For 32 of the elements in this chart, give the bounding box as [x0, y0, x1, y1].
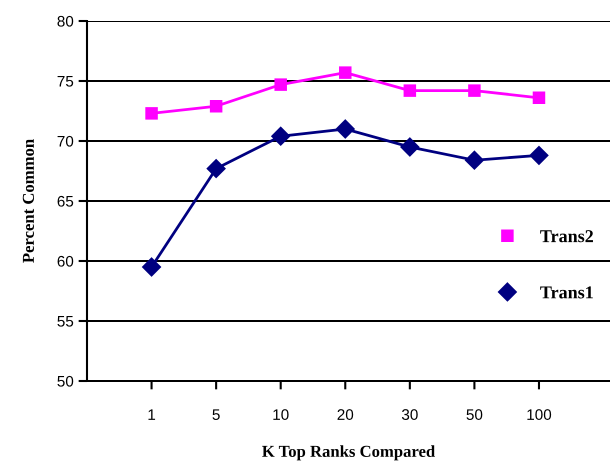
point: [400, 137, 420, 157]
point: [210, 100, 222, 112]
point: [532, 92, 546, 104]
legend-label: Trans1: [540, 286, 593, 298]
x-tick-label: 1: [148, 409, 156, 420]
legend-label: Trans2: [540, 230, 593, 242]
point: [336, 119, 355, 139]
x-tick-label: 20: [338, 409, 354, 420]
point: [464, 150, 484, 170]
y-tick-label: 50: [57, 376, 74, 387]
y-tick-label: 70: [58, 136, 74, 147]
y-tick-label: 80: [57, 16, 74, 27]
y-tick-label: 55: [57, 316, 74, 327]
x-tick-label: 30: [402, 409, 418, 420]
point: [339, 66, 352, 79]
y-tick-label: 75: [58, 76, 74, 87]
y-tick-label: 65: [58, 196, 74, 207]
x-tick-label: 100: [527, 409, 552, 420]
point: [206, 159, 226, 178]
x-axis-title: K Top Ranks Compared: [262, 445, 436, 460]
x-tick-label: 5: [212, 409, 220, 420]
y-axis-title: Percent Common: [22, 139, 34, 263]
point: [404, 84, 416, 97]
point: [142, 257, 162, 277]
point: [468, 84, 481, 97]
x-tick-label: 10: [273, 409, 289, 420]
x-tick-label: 50: [466, 409, 482, 420]
y-tick-label: 60: [58, 256, 74, 267]
point: [274, 78, 287, 91]
point: [529, 146, 549, 165]
point: [271, 126, 290, 146]
point: [145, 107, 158, 120]
